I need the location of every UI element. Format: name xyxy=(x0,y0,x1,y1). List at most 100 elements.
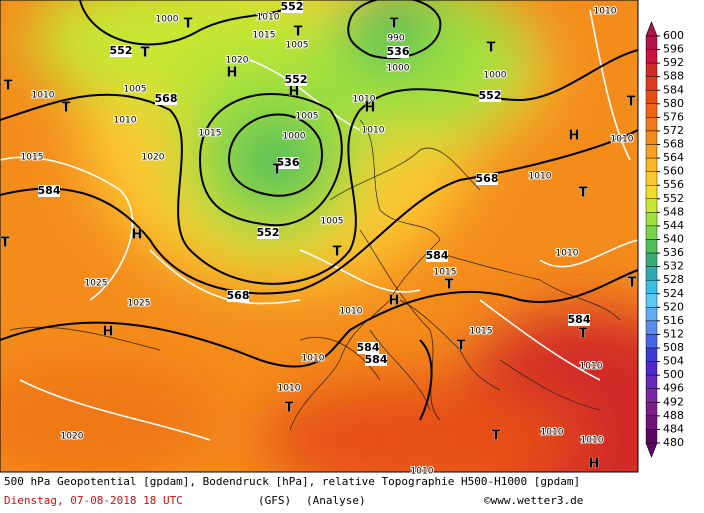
pressure-center: H xyxy=(589,457,600,472)
isobar-label: 1015 xyxy=(434,268,457,278)
pressure-center: H xyxy=(227,66,238,81)
pressure-center: H xyxy=(365,101,376,116)
height-label: 552 xyxy=(110,44,133,57)
colorbar-label: 584 xyxy=(663,83,684,96)
isobar-label: 1025 xyxy=(85,279,108,289)
colorbar-segment xyxy=(645,130,658,145)
colorbar-segment xyxy=(645,307,658,322)
isobar-label: 1010 xyxy=(580,362,603,372)
pressure-center: T xyxy=(184,17,193,32)
height-label: 584 xyxy=(568,313,591,326)
height-label-box xyxy=(387,46,409,58)
isobar-label: 1020 xyxy=(226,56,249,66)
isobar-label: 1010 xyxy=(556,249,579,259)
colorbar-arrow-top xyxy=(645,21,658,37)
pressure-center: T xyxy=(627,95,636,110)
colorbar-segment xyxy=(645,293,658,308)
colorbar-label: 536 xyxy=(663,246,684,259)
isobar-label: 1000 xyxy=(156,15,179,25)
pressure-center: T xyxy=(333,245,342,260)
isobar-label: 1005 xyxy=(124,85,147,95)
isobar-label: 1005 xyxy=(296,112,319,122)
colorbar-segment xyxy=(645,225,658,240)
colorbar-label: 480 xyxy=(663,436,684,449)
isobar-label: 1010 xyxy=(257,13,280,23)
colorbar-segment xyxy=(645,157,658,172)
height-label-box xyxy=(155,93,177,105)
caption-model: (GFS) xyxy=(258,494,291,507)
isobar-label: 1015 xyxy=(21,153,44,163)
height-label-box xyxy=(38,185,60,197)
colorbar-segment xyxy=(645,198,658,213)
colorbar-segment xyxy=(645,144,658,159)
colorbar-segment xyxy=(645,347,658,362)
height-label: 568 xyxy=(227,289,250,302)
colorbar-segment xyxy=(645,415,658,430)
isobar-label: 1010 xyxy=(529,172,552,182)
colorbar-segment xyxy=(645,402,658,417)
colorbar-segment xyxy=(645,90,658,105)
isobar-label: 1015 xyxy=(199,129,222,139)
colorbar-segment xyxy=(645,49,658,64)
pressure-center: T xyxy=(492,429,501,444)
height-label: 584 xyxy=(426,249,449,262)
isobar-label: 1025 xyxy=(128,299,151,309)
colorbar-label: 556 xyxy=(663,178,684,191)
height-label: 584 xyxy=(365,353,388,366)
height-label-box xyxy=(426,250,448,262)
isobar-label: 1010 xyxy=(541,428,564,438)
isobar-label: 1010 xyxy=(340,307,363,317)
height-label: 552 xyxy=(285,73,308,86)
colorbar-segment xyxy=(645,185,658,200)
colorbar-label: 576 xyxy=(663,110,684,123)
colorbar-segment xyxy=(645,429,658,444)
isobar-label: 1010 xyxy=(362,126,385,136)
pressure-center: T xyxy=(273,163,282,178)
isobar-label: 1010 xyxy=(278,384,301,394)
caption-title: 500 hPa Geopotential [gpdam], Bodendruck… xyxy=(4,475,580,488)
height-label: 536 xyxy=(277,156,300,169)
height-label: 584 xyxy=(38,184,61,197)
pressure-center: T xyxy=(457,339,466,354)
height-label-box xyxy=(357,342,379,354)
pressure-center: T xyxy=(579,186,588,201)
colorbar-segment xyxy=(645,361,658,376)
pressure-center: T xyxy=(579,327,588,342)
pressure-center: T xyxy=(285,401,294,416)
pressure-center: T xyxy=(294,25,303,40)
colorbar-label: 592 xyxy=(663,56,684,69)
caption-run: (Analyse) xyxy=(306,494,366,507)
isobar-label: 1010 xyxy=(32,91,55,101)
height-label: 552 xyxy=(479,89,502,102)
colorbar-segment xyxy=(645,171,658,186)
isobar-label: 1020 xyxy=(61,432,84,442)
colorbar-label: 544 xyxy=(663,219,684,232)
colorbar-label: 588 xyxy=(663,70,684,83)
pressure-center: T xyxy=(141,46,150,61)
isobar-label: 1010 xyxy=(594,7,617,17)
isobar-label: 1010 xyxy=(411,467,434,477)
colorbar-segment xyxy=(645,320,658,335)
map-frame xyxy=(0,0,639,473)
isobar-label: 1000 xyxy=(484,71,507,81)
colorbar-label: 508 xyxy=(663,341,684,354)
height-label-box xyxy=(285,74,307,86)
height-label: 536 xyxy=(387,45,410,58)
colorbar-segment xyxy=(645,280,658,294)
colorbar-segment xyxy=(645,266,658,281)
colorbar-segment xyxy=(645,374,658,389)
height-label-box xyxy=(277,157,299,169)
colorbar-segment xyxy=(645,334,658,349)
height-label: 568 xyxy=(155,92,178,105)
isobar-label: 1000 xyxy=(283,132,306,142)
caption-credit: ©www.wetter3.de xyxy=(484,494,583,507)
colorbar-label: 500 xyxy=(663,368,684,381)
pressure-center: T xyxy=(1,236,10,251)
colorbar-label: 532 xyxy=(663,260,684,273)
pressure-center: T xyxy=(628,276,637,291)
height-label: 584 xyxy=(357,341,380,354)
isobar-label: 1005 xyxy=(321,217,344,227)
pressure-center: T xyxy=(390,17,399,32)
